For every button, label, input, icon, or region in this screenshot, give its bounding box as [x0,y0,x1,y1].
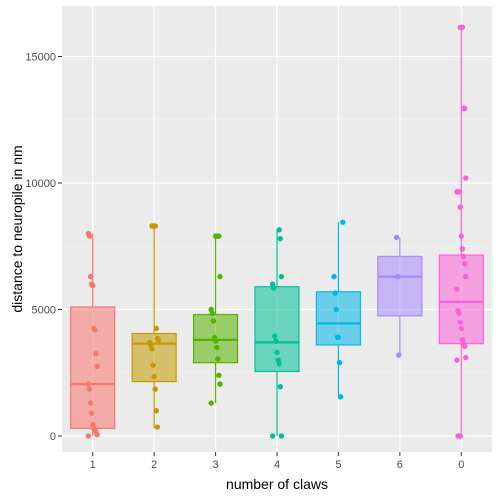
data-point [273,338,279,344]
data-point [274,349,280,356]
x-tick-label: 3 [213,459,219,471]
data-point [457,319,463,325]
data-point [209,310,215,316]
data-point [154,424,161,430]
data-point [85,381,92,387]
data-point [212,338,219,344]
x-tick-label: 2 [151,459,157,471]
box-body [377,255,423,317]
data-point [454,357,460,363]
data-point [85,433,92,439]
box-6 [377,237,423,356]
y-tick-label: 5000 [32,305,56,317]
x-tick-label: 1 [90,459,96,471]
data-point [151,373,157,380]
data-point [216,372,222,378]
data-point [336,359,343,366]
data-point [462,354,469,361]
data-point [213,344,220,351]
data-point [461,105,468,112]
x-tick-label: 6 [397,459,403,471]
data-point [459,24,466,31]
data-point [335,334,342,341]
box-body [70,306,116,430]
box-2 [131,226,177,429]
data-point [457,433,463,439]
data-point [152,223,158,229]
data-point [269,433,276,439]
y-tick-label: 0 [50,431,56,443]
data-point [462,273,469,280]
y-axis-title: distance to neuropile in nm [9,145,25,312]
point-layer [85,24,469,439]
data-point [93,351,99,357]
data-point [208,400,214,406]
data-point [88,410,95,416]
data-point [86,386,93,392]
data-point [393,234,400,241]
data-point [94,363,100,370]
y-tick-label: 15000 [25,52,56,64]
data-point [461,261,468,267]
data-point [394,273,401,280]
data-point [90,282,96,289]
box-5 [315,222,362,397]
data-point [152,386,158,392]
data-point [272,333,278,339]
data-point [278,433,285,439]
box-body [254,286,300,373]
data-point [454,286,460,292]
x-tick-label: 4 [274,459,280,471]
data-point [460,253,467,260]
data-point [277,235,283,242]
data-point [155,337,162,343]
data-point [149,346,155,352]
data-point [458,233,464,239]
data-point [87,400,94,406]
data-point [86,233,93,239]
data-point [217,273,223,280]
data-point [92,327,98,333]
data-point [87,273,94,280]
data-point [215,356,221,362]
axis-layer: 0 5000 10000 15000 1 2 3 4 5 6 0 [25,52,464,472]
data-point [150,362,156,368]
data-point [216,233,222,239]
data-point [210,318,217,324]
x-tick-label: 5 [335,459,341,471]
data-point [340,219,346,225]
box-4 [254,229,300,436]
data-point [271,285,277,291]
data-point [396,352,402,358]
data-point [276,227,282,233]
y-tick-label: 10000 [25,178,56,190]
data-point [278,273,285,280]
data-point [456,189,462,195]
data-point [153,325,160,332]
data-point [457,204,463,210]
data-point [456,310,462,316]
data-point [277,383,283,390]
data-point [337,394,344,400]
box-3 [192,236,239,404]
x-axis-title: number of claws [226,476,328,492]
data-point [331,273,337,280]
data-point [459,246,466,252]
data-point [153,408,160,414]
data-point [332,290,338,296]
data-point [458,325,464,332]
data-point [461,343,468,349]
data-point [217,381,223,387]
data-point [333,306,339,313]
x-tick-label: 0 [458,459,464,471]
box-body [131,332,177,383]
data-point [94,432,100,438]
data-point [462,175,469,181]
data-point [276,361,282,367]
